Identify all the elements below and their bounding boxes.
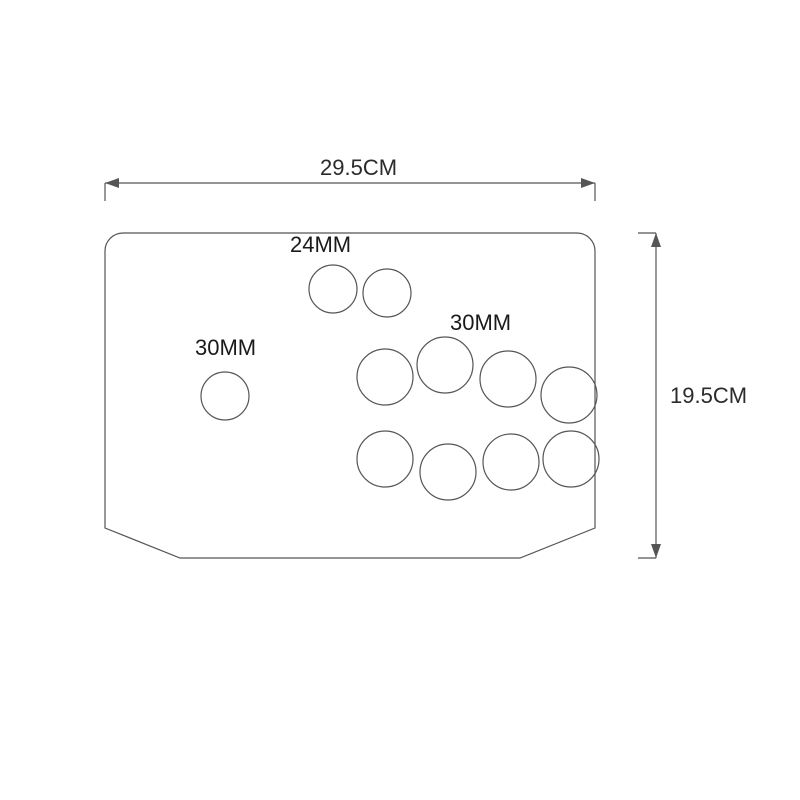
hole-30mm-3 <box>541 367 597 423</box>
hole-30mm-7 <box>543 431 599 487</box>
hole-30mm-2 <box>480 351 536 407</box>
hole-30mm-1 <box>417 337 473 393</box>
hole-30mm-0 <box>357 349 413 405</box>
dim-width-arrow-right <box>581 178 595 188</box>
hole-30mm-6 <box>483 434 539 490</box>
hole-24mm-1 <box>309 265 357 313</box>
hole-30mm-5 <box>420 444 476 500</box>
dim-height-label: 19.5CM <box>670 383 747 408</box>
dim-height-arrow-bottom <box>651 544 661 558</box>
dim-width-arrow-left <box>105 178 119 188</box>
arcade-panel-diagram: 29.5CM 19.5CM 30MM 24MM 30MM <box>0 0 800 800</box>
label-30mm-right: 30MM <box>450 310 511 335</box>
hole-30mm-4 <box>357 431 413 487</box>
dim-height-arrow-top <box>651 233 661 247</box>
hole-24mm-2 <box>363 269 411 317</box>
dim-width-label: 29.5CM <box>320 155 397 180</box>
hole-24mm-0 <box>201 372 249 420</box>
label-30mm-left: 30MM <box>195 335 256 360</box>
panel-outline <box>105 233 595 558</box>
label-24mm: 24MM <box>290 232 351 257</box>
